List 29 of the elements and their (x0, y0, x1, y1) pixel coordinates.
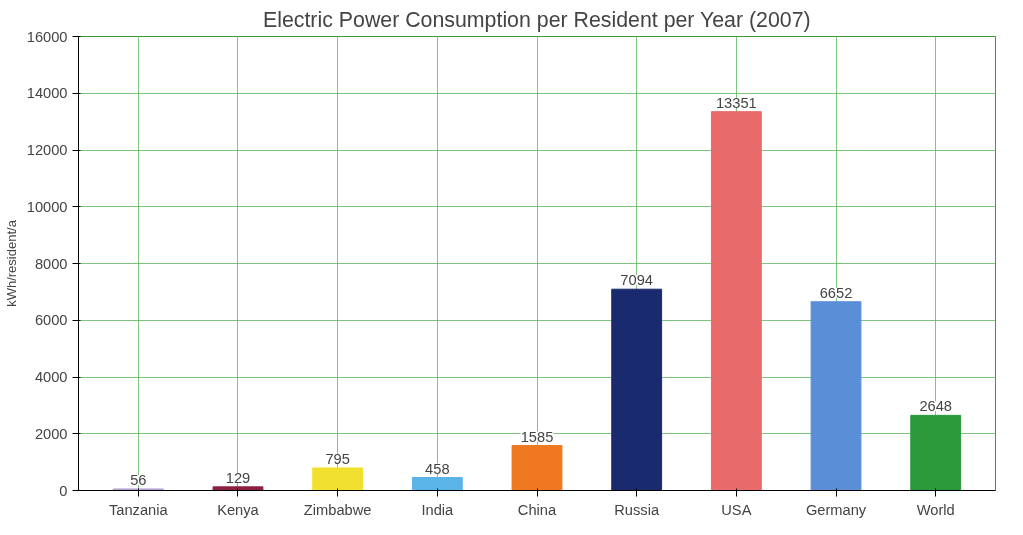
x-tick-label: Germany (805, 501, 867, 518)
x-tick-label: India (421, 501, 455, 518)
x-tick-label: Russia (614, 501, 660, 518)
data-label: 1585 (520, 428, 554, 445)
data-label: 458 (425, 460, 450, 477)
data-label: 56 (130, 471, 147, 488)
data-label: 129 (225, 469, 251, 486)
x-tick-label: Kenya (217, 501, 260, 518)
y-tick-label: 8000 (34, 255, 68, 272)
y-tick-label: 4000 (34, 369, 68, 385)
x-tick-label: Zimbabwe (303, 501, 372, 518)
data-label: 795 (325, 450, 350, 467)
x-tick-label: World (916, 501, 955, 518)
y-tick-label: 10000 (26, 198, 68, 215)
y-tick-label: 12000 (26, 142, 68, 158)
y-tick-label: 6000 (34, 312, 68, 329)
x-tick-label: Tanzania (108, 501, 169, 518)
y-tick-label: 0 (59, 482, 68, 499)
data-label: 6652 (819, 284, 853, 301)
data-label: 2648 (919, 398, 952, 415)
data-label: 7094 (620, 272, 653, 289)
x-tick-label: China (517, 501, 557, 518)
data-label: 13351 (715, 94, 757, 111)
y-tick-label: 2000 (34, 425, 68, 442)
chart-title: Electric Power Consumption per Resident per Year (2007) (262, 7, 811, 32)
y-axis-title: kWh/resident/a (3, 219, 19, 307)
x-tick-label: USA (721, 501, 752, 518)
y-tick-label: 14000 (26, 85, 68, 102)
y-tick-label: 16000 (26, 28, 68, 45)
